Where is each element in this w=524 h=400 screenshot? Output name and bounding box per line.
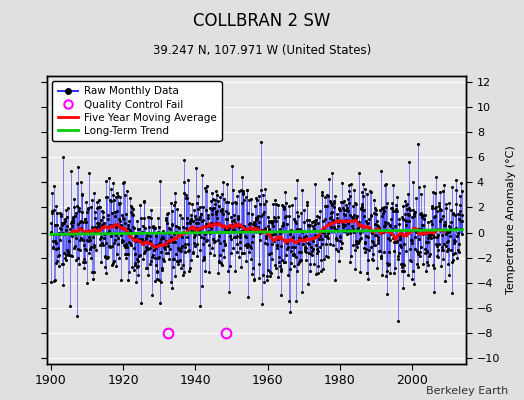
Text: 39.247 N, 107.971 W (United States): 39.247 N, 107.971 W (United States) bbox=[153, 44, 371, 57]
Y-axis label: Temperature Anomaly (°C): Temperature Anomaly (°C) bbox=[506, 146, 516, 294]
Text: COLLBRAN 2 SW: COLLBRAN 2 SW bbox=[193, 12, 331, 30]
Text: Berkeley Earth: Berkeley Earth bbox=[426, 386, 508, 396]
Legend: Raw Monthly Data, Quality Control Fail, Five Year Moving Average, Long-Term Tren: Raw Monthly Data, Quality Control Fail, … bbox=[52, 81, 222, 141]
